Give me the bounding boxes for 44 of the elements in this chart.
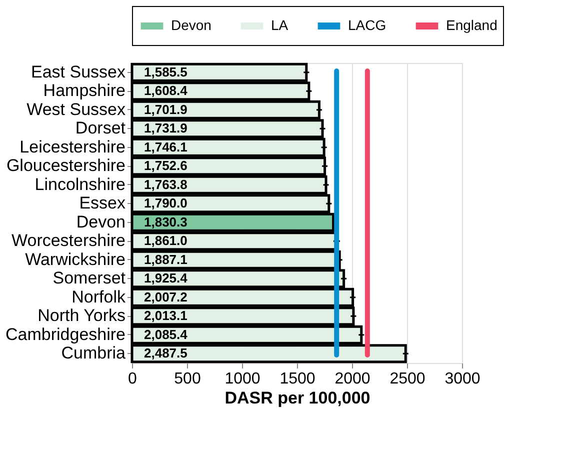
y-tick-label: Worcestershire: [12, 231, 126, 250]
y-tick-label: Cumbria: [61, 344, 126, 363]
data-label: 2,007.2: [144, 289, 188, 304]
y-tick-label: Cambridgeshire: [6, 324, 126, 344]
y-tick-label: West Sussex: [26, 100, 126, 119]
x-tick-label: 3000: [444, 370, 480, 388]
x-tick-label: 1500: [280, 370, 316, 388]
x-tick-label: 500: [174, 370, 201, 388]
data-label: 1,585.5: [144, 64, 188, 80]
y-tick-label: Dorset: [75, 118, 126, 138]
y-tick-label: Somerset: [52, 268, 126, 288]
data-label: 1,790.0: [144, 196, 188, 211]
y-tick-label: Lincolnshire: [34, 174, 126, 194]
data-label: 2,085.4: [144, 326, 188, 342]
data-label: 1,746.1: [144, 139, 188, 154]
x-tick-label: 1000: [224, 370, 260, 388]
legend-label: LACG: [348, 17, 386, 33]
y-tick-label: Leicestershire: [20, 137, 126, 156]
y-tick-label: Devon: [76, 212, 126, 232]
data-label: 1,861.0: [144, 233, 188, 248]
x-tick-label: 2000: [334, 370, 370, 388]
text: LA: [271, 17, 289, 33]
data-label: 1,752.6: [144, 158, 188, 174]
y-tick-label: Norfolk: [72, 287, 126, 306]
data-label: 1,830.3: [144, 214, 188, 230]
data-label: 1,763.8: [144, 176, 188, 192]
legend-label: Devon: [171, 17, 212, 33]
data-label: 1,701.9: [144, 102, 188, 117]
y-tick-label: North Yorks: [38, 306, 126, 326]
data-label: 2,013.1: [144, 308, 188, 324]
data-label: 2,487.5: [144, 346, 188, 361]
y-tick-label: Hampshire: [43, 81, 126, 100]
x-tick-label: 2500: [390, 370, 426, 388]
x-axis-title: DASR per 100,000: [224, 388, 370, 408]
data-label: 1,925.4: [144, 270, 188, 286]
y-tick-label: Gloucestershire: [6, 156, 126, 176]
y-tick-label: Warwickshire: [25, 250, 126, 269]
data-label: 1,731.9: [144, 120, 188, 136]
x-tick-label: 0: [128, 370, 138, 388]
data-label: 1,608.4: [144, 83, 188, 98]
legend-label: England: [446, 17, 498, 33]
y-tick-label: East Sussex: [31, 62, 126, 82]
y-tick-label: Essex: [79, 194, 126, 213]
data-label: 1,887.1: [144, 252, 188, 267]
